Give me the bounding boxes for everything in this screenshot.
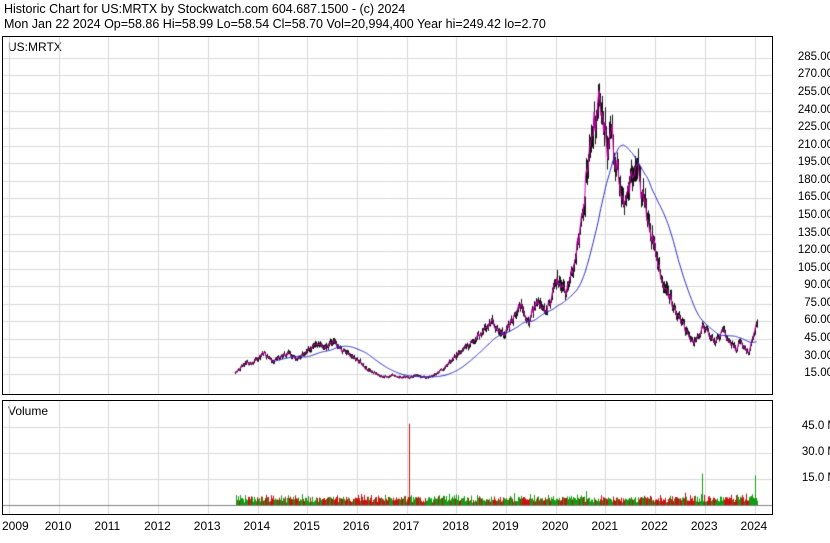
year-tick-label: 2024 <box>740 519 768 533</box>
header-line-2: Mon Jan 22 2024 Op=58.86 Hi=58.99 Lo=58.… <box>4 17 546 31</box>
price-tick-label: 135.00 <box>797 226 830 239</box>
price-tick-label: 210.00 <box>797 138 830 151</box>
volume-plot-canvas <box>3 401 772 514</box>
year-tick-label: 2015 <box>293 519 320 533</box>
year-tick-label: 2018 <box>442 519 470 533</box>
year-tick-label: 2014 <box>243 519 271 533</box>
price-chart-panel[interactable]: US:MRTX <box>2 36 773 395</box>
price-tick-label: 120.00 <box>797 244 830 257</box>
volume-tick-label: 45.0 M <box>801 420 830 433</box>
price-tick-label: 150.00 <box>797 209 830 221</box>
header-line-1: Historic Chart for US:MRTX by Stockwatch… <box>4 2 406 16</box>
price-tick-label: 240.00 <box>797 103 830 116</box>
price-tick-label: 165.00 <box>797 191 830 204</box>
price-tick-label: 105.00 <box>797 261 830 274</box>
year-tick-label: 2022 <box>641 519 668 533</box>
year-tick-label: 2023 <box>690 519 718 533</box>
price-tick-label: 30.00 <box>804 349 830 362</box>
year-tick-label: 2019 <box>492 519 519 533</box>
price-tick-label: 180.00 <box>797 173 830 186</box>
price-tick-label: 15.00 <box>804 367 830 380</box>
price-plot-canvas <box>3 37 772 394</box>
year-tick-label: 2009 <box>2 519 29 533</box>
year-tick-label: 2013 <box>193 519 221 533</box>
price-tick-label: 60.00 <box>804 314 830 327</box>
year-tick-label: 2011 <box>94 519 121 533</box>
price-tick-label: 270.00 <box>797 68 830 81</box>
year-tick-label: 2012 <box>144 519 171 533</box>
volume-chart-panel[interactable]: Volume <box>2 400 773 515</box>
volume-tick-label: 15.0 M <box>801 472 830 485</box>
year-tick-label: 2010 <box>44 519 72 533</box>
price-tick-label: 75.00 <box>804 296 830 309</box>
price-tick-label: 90.00 <box>804 279 830 292</box>
year-tick-label: 2021 <box>591 519 619 533</box>
year-tick-label: 2017 <box>392 519 420 533</box>
year-tick-label: 2020 <box>541 519 569 533</box>
price-tick-label: 285.00 <box>797 50 830 63</box>
price-tick-label: 195.00 <box>797 156 830 169</box>
price-tick-label: 225.00 <box>797 121 830 134</box>
volume-tick-label: 30.0 M <box>801 446 830 459</box>
price-tick-label: 45.00 <box>804 332 830 345</box>
year-tick-label: 2016 <box>342 519 370 533</box>
price-tick-label: 255.00 <box>797 85 830 98</box>
